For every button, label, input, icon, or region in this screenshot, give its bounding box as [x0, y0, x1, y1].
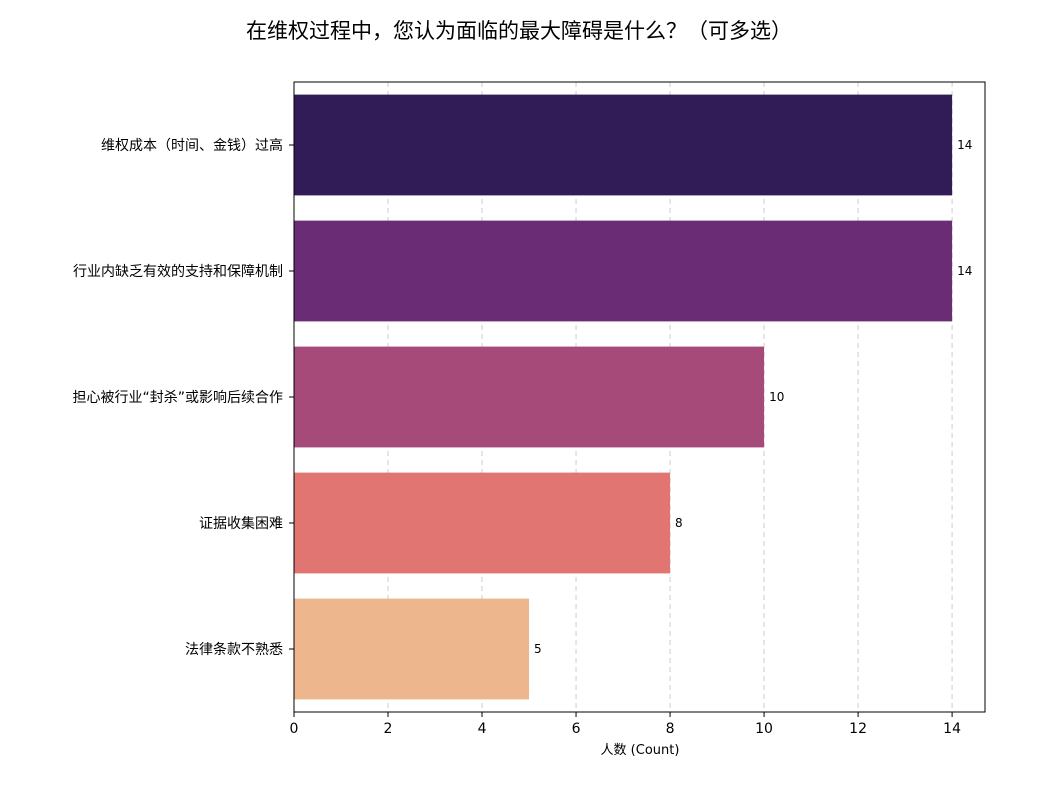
bars: 14 14 10 8 5 — [294, 94, 972, 700]
x-tick-label: 8 — [666, 721, 675, 737]
bar — [294, 220, 953, 322]
y-axis: 维权成本（时间、金钱）过高行业内缺乏有效的支持和保障机制担心被行业“封杀”或影响… — [72, 137, 294, 658]
x-axis-title: 人数 (Count) — [601, 743, 680, 758]
x-tick-label: 4 — [478, 721, 487, 737]
y-category-label: 证据收集困难 — [199, 515, 283, 532]
x-tick-label: 10 — [755, 721, 773, 737]
y-category-label: 行业内缺乏有效的支持和保障机制 — [73, 264, 283, 280]
bar-value-label: 5 — [534, 642, 542, 656]
bar — [294, 472, 671, 574]
x-tick-label: 6 — [572, 721, 581, 737]
x-tick-label: 12 — [849, 721, 867, 737]
chart-title: 在维权过程中，您认为面临的最大障碍是什么？（可多选） — [246, 19, 792, 43]
x-tick-label: 14 — [943, 721, 961, 737]
x-tick-label: 0 — [290, 721, 299, 737]
bar — [294, 598, 530, 700]
y-category-label: 担心被行业“封杀”或影响后续合作 — [72, 389, 283, 406]
x-tick-label: 2 — [384, 721, 393, 737]
bar-value-label: 14 — [957, 264, 972, 278]
x-axis: 0 2 4 6 8 10 12 14 — [290, 712, 961, 737]
bar-value-label: 10 — [769, 390, 784, 404]
bar-value-label: 14 — [957, 138, 972, 152]
y-category-label: 法律条款不熟悉 — [185, 641, 283, 658]
y-category-label: 维权成本（时间、金钱）过高 — [101, 137, 283, 154]
bar — [294, 346, 765, 448]
bar-value-label: 8 — [675, 516, 683, 530]
bar — [294, 94, 953, 196]
